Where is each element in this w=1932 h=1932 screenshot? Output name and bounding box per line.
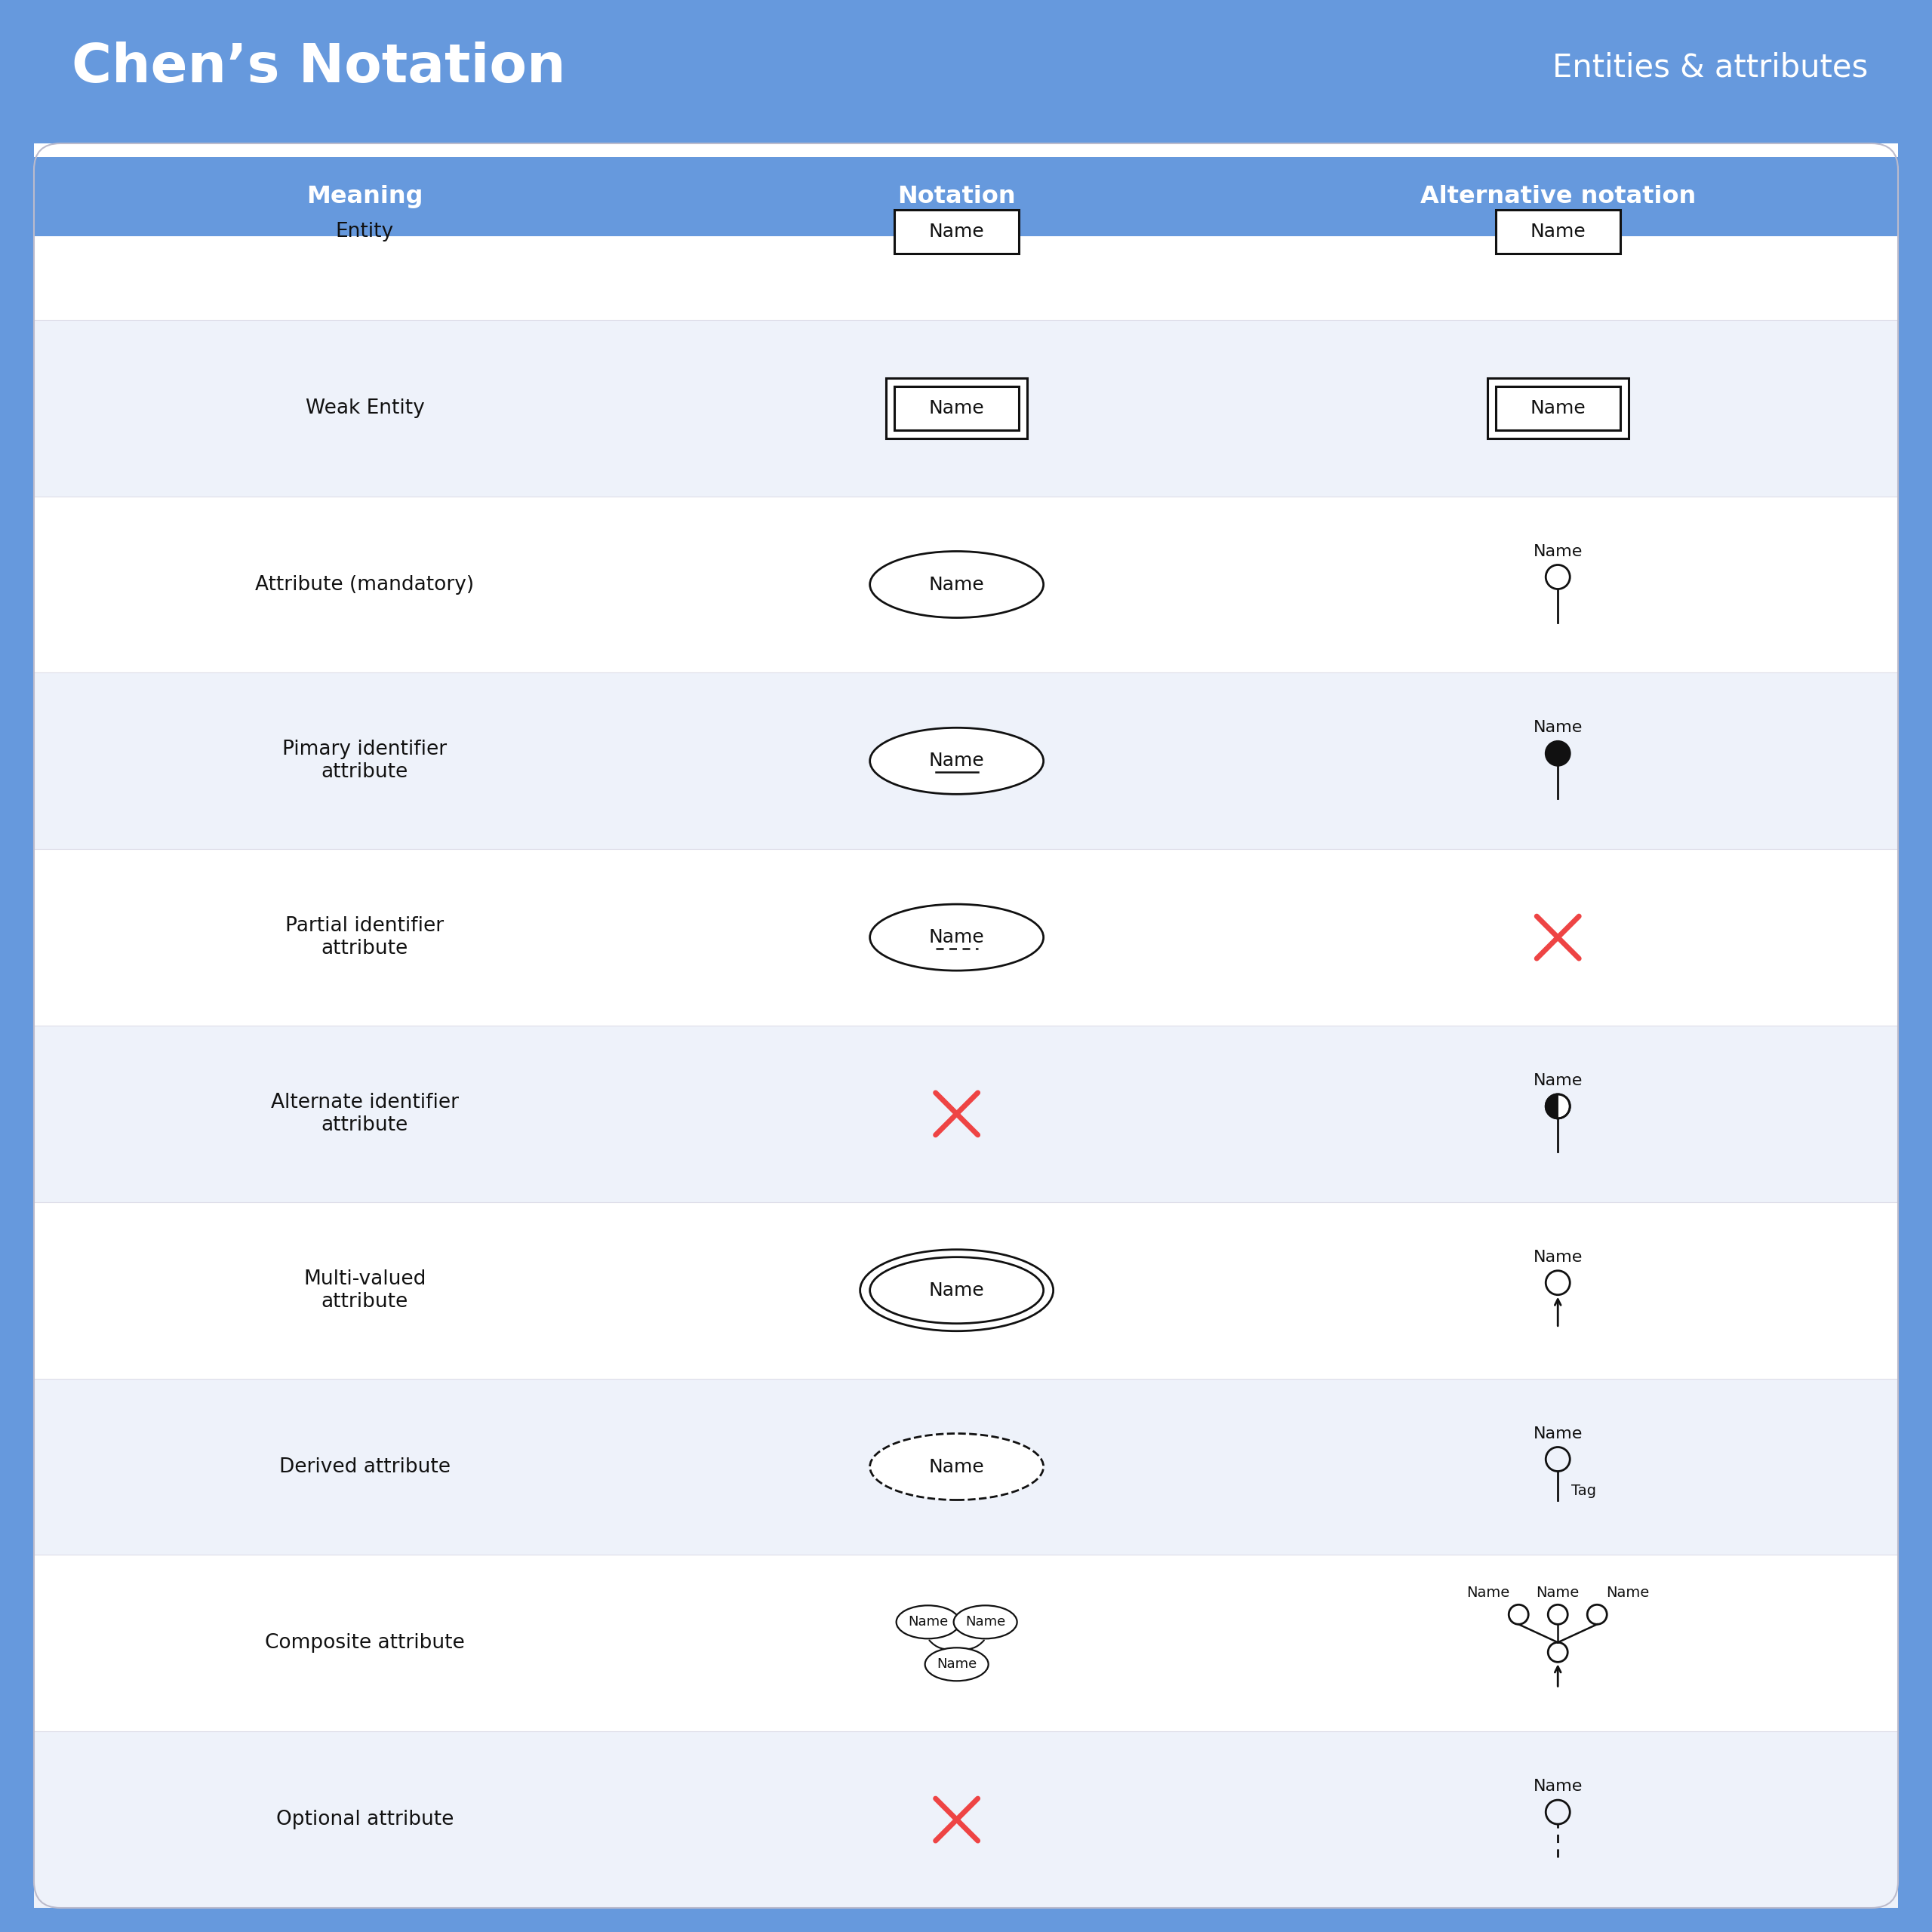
Text: Chen’s Notation: Chen’s Notation [71, 43, 566, 95]
Bar [895, 211, 1018, 253]
Text: Name: Name [1536, 1586, 1580, 1600]
Text: Name: Name [929, 222, 985, 242]
Ellipse shape [896, 1605, 960, 1638]
Bar [1495, 386, 1621, 431]
Text: Name: Name [1466, 1586, 1509, 1600]
Ellipse shape [869, 1258, 1043, 1323]
Bar [35, 1555, 1897, 1731]
FancyBboxPatch shape [35, 143, 1897, 1909]
Text: Name: Name [1534, 543, 1582, 558]
Text: Entities & attributes: Entities & attributes [1551, 52, 1868, 83]
Ellipse shape [869, 728, 1043, 794]
Text: Name: Name [1530, 400, 1586, 417]
Text: Weak Entity: Weak Entity [305, 398, 425, 417]
Bar [35, 497, 1897, 672]
Text: Name: Name [1605, 1586, 1650, 1600]
Text: Notation: Notation [898, 185, 1016, 209]
Bar [887, 379, 1028, 439]
Text: Composite attribute: Composite attribute [265, 1633, 466, 1654]
Bar [1488, 379, 1629, 439]
Ellipse shape [869, 904, 1043, 970]
Text: Multi-valued
attribute: Multi-valued attribute [303, 1269, 427, 1312]
Bar [35, 321, 1897, 497]
Polygon shape [1546, 1094, 1557, 1119]
Text: Alternate identifier
attribute: Alternate identifier attribute [270, 1094, 458, 1134]
Bar [35, 143, 1897, 321]
Circle shape [1546, 742, 1571, 765]
Bar [35, 156, 1897, 236]
Text: Name: Name [929, 1281, 985, 1300]
Text: Name: Name [929, 929, 985, 947]
Bar [35, 1379, 1897, 1555]
Text: Pimary identifier
attribute: Pimary identifier attribute [282, 740, 446, 782]
Text: Attribute (mandatory): Attribute (mandatory) [255, 574, 475, 595]
Text: Name: Name [929, 400, 985, 417]
Text: Partial identifier
attribute: Partial identifier attribute [286, 916, 444, 958]
Text: Name: Name [966, 1615, 1005, 1629]
Ellipse shape [869, 1434, 1043, 1499]
Ellipse shape [860, 1250, 1053, 1331]
Text: Name: Name [1534, 1426, 1582, 1441]
Bar [35, 1202, 1897, 1379]
Text: Name: Name [929, 752, 985, 771]
Text: Name: Name [1534, 1072, 1582, 1088]
Ellipse shape [869, 551, 1043, 618]
Bar [35, 1026, 1897, 1202]
Text: Optional attribute: Optional attribute [276, 1810, 454, 1830]
Text: Meaning: Meaning [307, 185, 423, 209]
Circle shape [1546, 1094, 1571, 1119]
Ellipse shape [925, 1648, 989, 1681]
Text: Entity: Entity [336, 222, 394, 242]
Bar [35, 850, 1897, 1026]
Bar [35, 1731, 1897, 1909]
Text: Name: Name [929, 576, 985, 593]
Text: Name: Name [908, 1615, 949, 1629]
Text: Alternative notation: Alternative notation [1420, 185, 1696, 209]
Text: Name: Name [1530, 222, 1586, 242]
Text: Name: Name [1534, 721, 1582, 736]
Text: Derived attribute: Derived attribute [280, 1457, 450, 1476]
Bar [1495, 211, 1621, 253]
Ellipse shape [954, 1605, 1016, 1638]
Text: Name: Name [929, 1457, 985, 1476]
Bar [35, 672, 1897, 850]
Text: Tag: Tag [1571, 1484, 1596, 1497]
Text: Name: Name [1534, 1250, 1582, 1265]
Text: Name: Name [1534, 1779, 1582, 1795]
Bar [895, 386, 1018, 431]
Text: Name: Name [937, 1658, 978, 1671]
